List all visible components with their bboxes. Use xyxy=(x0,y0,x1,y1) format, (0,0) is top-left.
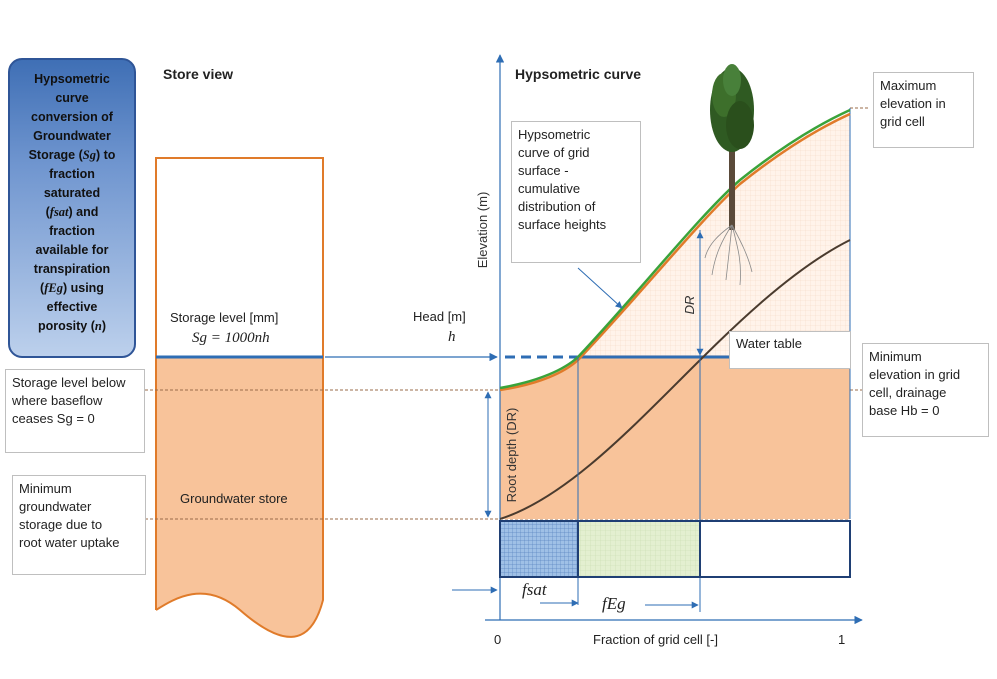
max-elev-line-1: Maximum xyxy=(880,78,937,93)
title-line-2: curve xyxy=(55,91,89,105)
max-elev-line-3: grid cell xyxy=(880,114,925,129)
x-max-label: 1 xyxy=(838,632,846,647)
baseflow-callout: Storage level below where baseflow cease… xyxy=(5,369,145,453)
min-elev-line-4: base Hb = 0 xyxy=(869,403,940,418)
title-line-13: effective xyxy=(46,300,98,314)
title-line-14: porosity (n) xyxy=(37,319,107,333)
store-groundwater-fill xyxy=(156,357,323,637)
head-label: Head [m] xyxy=(413,309,466,324)
max-elev-line-2: elevation in xyxy=(880,96,946,111)
surface-curve-orange xyxy=(499,112,851,392)
title-line-6: fraction xyxy=(49,167,95,181)
title-line-4: Groundwater xyxy=(33,129,111,143)
hyps-line-6: surface heights xyxy=(518,217,607,232)
baseflow-line-3: ceases Sg = 0 xyxy=(12,411,95,426)
bar-fsat xyxy=(500,521,578,577)
storage-level-eq: Sg = 1000nh xyxy=(192,330,270,346)
hyps-pointer xyxy=(577,267,623,309)
title-line-9: fraction xyxy=(49,224,95,238)
x-axis-label: Fraction of grid cell [-] xyxy=(593,632,718,647)
groundwater-store-label: Groundwater store xyxy=(180,491,288,506)
tree-icon xyxy=(704,64,754,286)
hyps-line-1: Hypsometric xyxy=(518,127,591,142)
hypsometric-title: Hypsometric curve xyxy=(515,66,642,82)
surface-curve-green xyxy=(499,108,851,390)
root-depth-label: Root depth (DR) xyxy=(504,408,519,503)
hyps-callout: Hypsometric curve of grid surface - cumu… xyxy=(511,121,641,263)
root-depth-curve xyxy=(499,239,851,520)
min-elev-line-2: elevation in grid xyxy=(869,367,961,382)
max-elev-callout: Maximum elevation in grid cell xyxy=(873,72,974,148)
unsaturated-area xyxy=(578,112,850,357)
title-line-12: (fEg) using xyxy=(40,281,104,295)
water-table-label: Water table xyxy=(736,336,802,351)
min-storage-callout: Minimum groundwater storage due to root … xyxy=(12,475,146,575)
saturated-area xyxy=(500,357,850,519)
storage-level-label: Storage level [mm] xyxy=(170,310,279,325)
min-storage-line-2: groundwater xyxy=(19,499,92,514)
hyps-line-5: distribution of xyxy=(518,199,596,214)
min-elev-callout: Minimum elevation in grid cell, drainage… xyxy=(862,343,989,437)
bar-feg xyxy=(578,521,700,577)
min-storage-line-4: root water uptake xyxy=(19,535,120,550)
y-axis-label: Elevation (m) xyxy=(475,192,490,269)
title-line-10: available for xyxy=(35,243,109,257)
baseflow-line-1: Storage level below xyxy=(12,375,126,390)
hyps-line-3: surface - xyxy=(518,163,569,178)
hyps-line-2: curve of grid xyxy=(518,145,590,160)
min-elev-line-1: Minimum xyxy=(869,349,922,364)
title-line-8: (fsat) and xyxy=(45,205,99,219)
title-line-11: transpiration xyxy=(33,262,111,276)
store-outline xyxy=(155,157,324,638)
title-line-3: conversion of xyxy=(31,110,113,124)
bar-outline xyxy=(499,520,851,578)
baseflow-line-2: where baseflow xyxy=(12,393,103,408)
feg-label: fEg xyxy=(602,594,626,613)
bar-rest xyxy=(700,521,850,577)
x-min-label: 0 xyxy=(494,632,502,647)
title-line-5: Storage (Sg) to xyxy=(28,148,116,162)
dr-label: DR xyxy=(682,296,697,315)
water-table-callout: Water table xyxy=(729,331,851,369)
title-line-7: saturated xyxy=(43,186,101,200)
min-elev-line-3: cell, drainage xyxy=(869,385,947,400)
head-symbol: h xyxy=(448,329,456,345)
hyps-line-4: cumulative xyxy=(518,181,581,196)
min-storage-line-1: Minimum xyxy=(19,481,72,496)
min-storage-line-3: storage due to xyxy=(19,517,103,532)
store-view-title: Store view xyxy=(163,66,234,82)
fsat-label: fsat xyxy=(522,580,547,599)
title-box: Hypsometric curve conversion of Groundwa… xyxy=(8,58,136,358)
title-line-1: Hypsometric xyxy=(34,72,110,86)
